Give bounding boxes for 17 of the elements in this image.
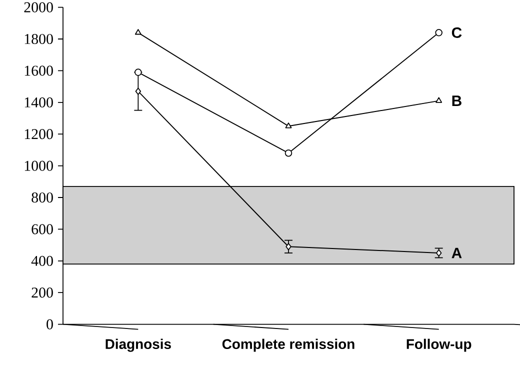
y-tick-label: 1200 (24, 129, 53, 140)
series-label: A (452, 248, 462, 258)
x-tick-label: Complete remission (222, 338, 354, 352)
series-label: B (452, 96, 462, 106)
series-label: C (452, 27, 462, 38)
y-tick-label: 0 (46, 319, 53, 330)
y-tick-label: 1400 (24, 97, 53, 108)
y-tick-label: 200 (32, 288, 53, 298)
y-tick-label: 1800 (24, 34, 53, 44)
y-tick-label: 600 (32, 224, 53, 234)
y-tick-label: 2000 (24, 2, 53, 12)
y-tick-label: 1000 (24, 160, 53, 171)
y-tick-label: 800 (32, 192, 53, 203)
y-tick-label: 1600 (24, 66, 53, 76)
y-tick-label: 400 (31, 256, 53, 266)
x-tick-label: Follow-up (406, 338, 472, 352)
x-tick-label: Diagnosis (106, 338, 171, 352)
